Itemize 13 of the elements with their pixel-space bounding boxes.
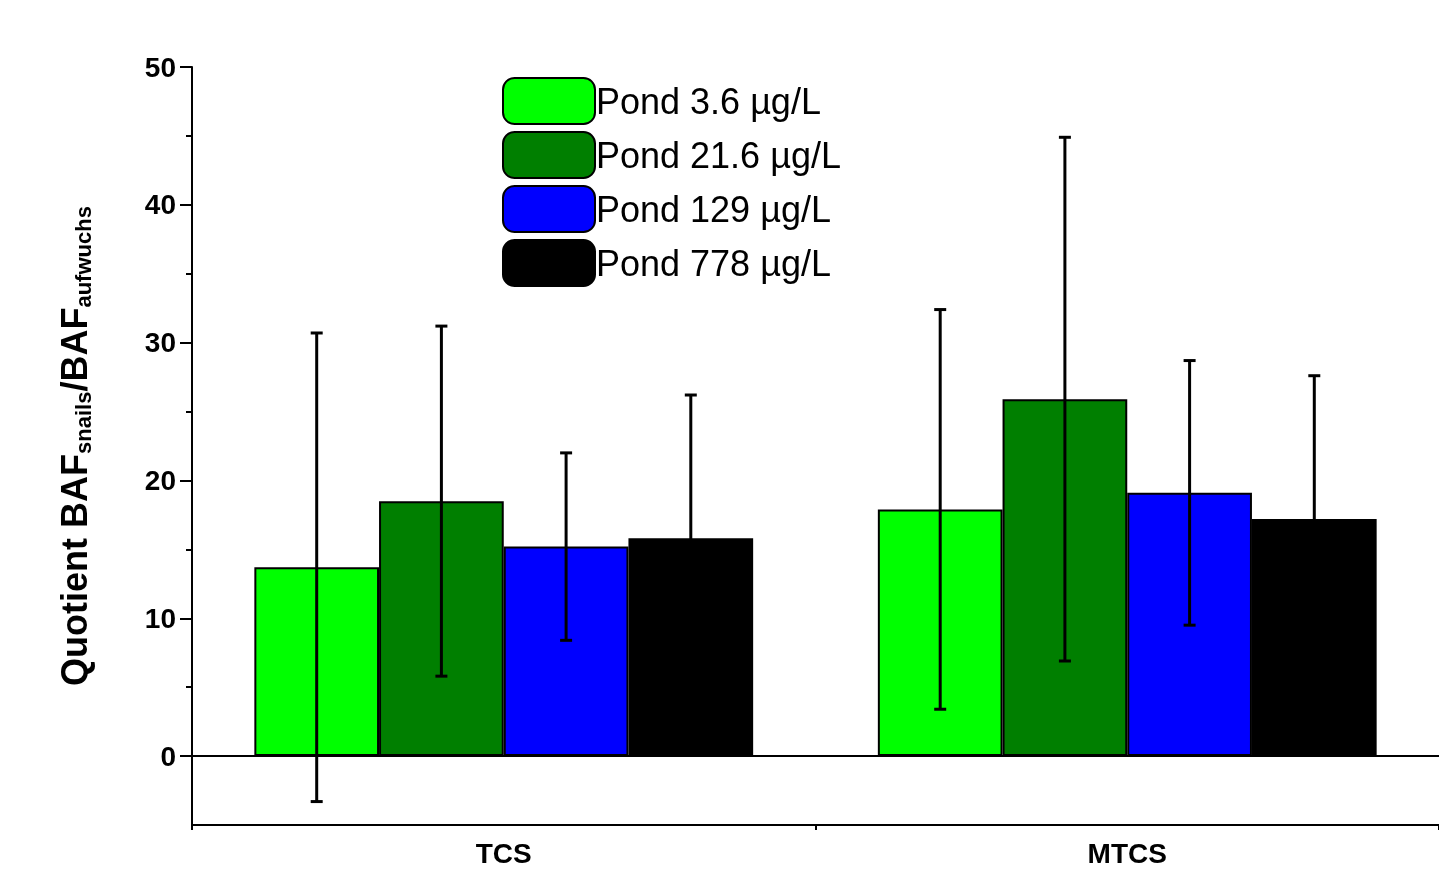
x-tick-label: MTCS [1087, 837, 1167, 869]
legend-label: Pond 778 µg/L [596, 242, 831, 284]
y-tick-label: 10 [144, 602, 176, 634]
legend-label: Pond 3.6 µg/L [596, 80, 821, 122]
y-tick-label: 20 [144, 464, 176, 496]
y-tick-label: 40 [144, 189, 176, 221]
y-tick-label: 50 [144, 51, 176, 83]
legend-label: Pond 21.6 µg/L [596, 134, 841, 176]
y-tick-label: 30 [144, 327, 176, 359]
x-tick-label: TCS [475, 837, 532, 869]
y-tick-label: 0 [160, 740, 176, 772]
y-axis-title: Quotient BAFsnails/BAFaufwuchs [53, 206, 96, 686]
legend-label: Pond 129 µg/L [596, 188, 831, 230]
